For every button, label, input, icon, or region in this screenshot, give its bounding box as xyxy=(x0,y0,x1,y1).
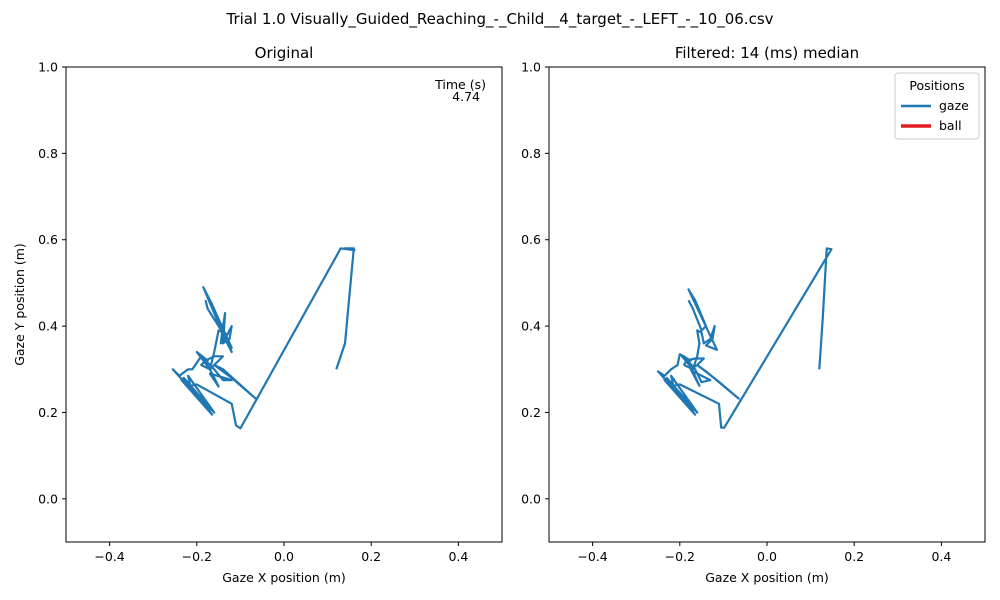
series-line-gaze xyxy=(656,247,833,429)
y-tick-label: 0.0 xyxy=(38,491,58,506)
x-tick-label: 0.2 xyxy=(844,549,864,564)
legend-label-ball: ball xyxy=(939,118,962,133)
x-tick-label: 0.2 xyxy=(361,549,381,564)
y-tick-label: 0.8 xyxy=(38,146,58,161)
y-tick-label: 0.6 xyxy=(38,232,58,247)
plot-frame-original xyxy=(65,66,503,543)
time-annotation-label: Time (s) xyxy=(434,77,486,92)
x-tick-label: −0.2 xyxy=(665,549,695,564)
y-tick-label: 0.2 xyxy=(521,405,541,420)
x-tick-label: 0.0 xyxy=(757,549,777,564)
y-tick-label: 0.4 xyxy=(521,319,541,334)
chart-title-filtered: Filtered: 14 (ms) median xyxy=(675,44,859,62)
x-tick-label: −0.2 xyxy=(182,549,212,564)
chart-filtered: Filtered: 14 (ms) median Gaze X position… xyxy=(521,44,986,585)
legend-frame xyxy=(894,72,980,140)
time-annotation: Time (s) 4.74 xyxy=(434,77,486,104)
series-line-gaze xyxy=(171,247,356,430)
chart-original: Original Gaze X position (m) Gaze Y posi… xyxy=(12,44,503,585)
x-tick-label: −0.4 xyxy=(94,549,124,564)
x-tick-label: 0.4 xyxy=(448,549,468,564)
time-annotation-value: 4.74 xyxy=(452,89,480,104)
y-tick-label: 1.0 xyxy=(521,60,541,75)
x-tick-label: 0.4 xyxy=(931,549,951,564)
x-axis-label-original: Gaze X position (m) xyxy=(222,570,346,585)
legend-title: Positions xyxy=(909,78,964,93)
y-tick-label: 0.0 xyxy=(521,491,541,506)
y-axis-label-original: Gaze Y position (m) xyxy=(12,243,27,366)
x-tick-label: −0.4 xyxy=(577,549,607,564)
y-tick-label: 1.0 xyxy=(38,60,58,75)
legend-label-gaze: gaze xyxy=(939,98,969,113)
y-tick-label: 0.6 xyxy=(521,232,541,247)
x-tick-label: 0.0 xyxy=(274,549,294,564)
legend: Positions gaze ball xyxy=(894,72,980,140)
x-axis-label-filtered: Gaze X position (m) xyxy=(705,570,829,585)
chart-title-original: Original xyxy=(255,44,314,62)
y-tick-label: 0.2 xyxy=(38,405,58,420)
y-tick-label: 0.8 xyxy=(521,146,541,161)
y-tick-label: 0.4 xyxy=(38,319,58,334)
figure-suptitle: Trial 1.0 Visually_Guided_Reaching_-_Chi… xyxy=(225,10,773,29)
